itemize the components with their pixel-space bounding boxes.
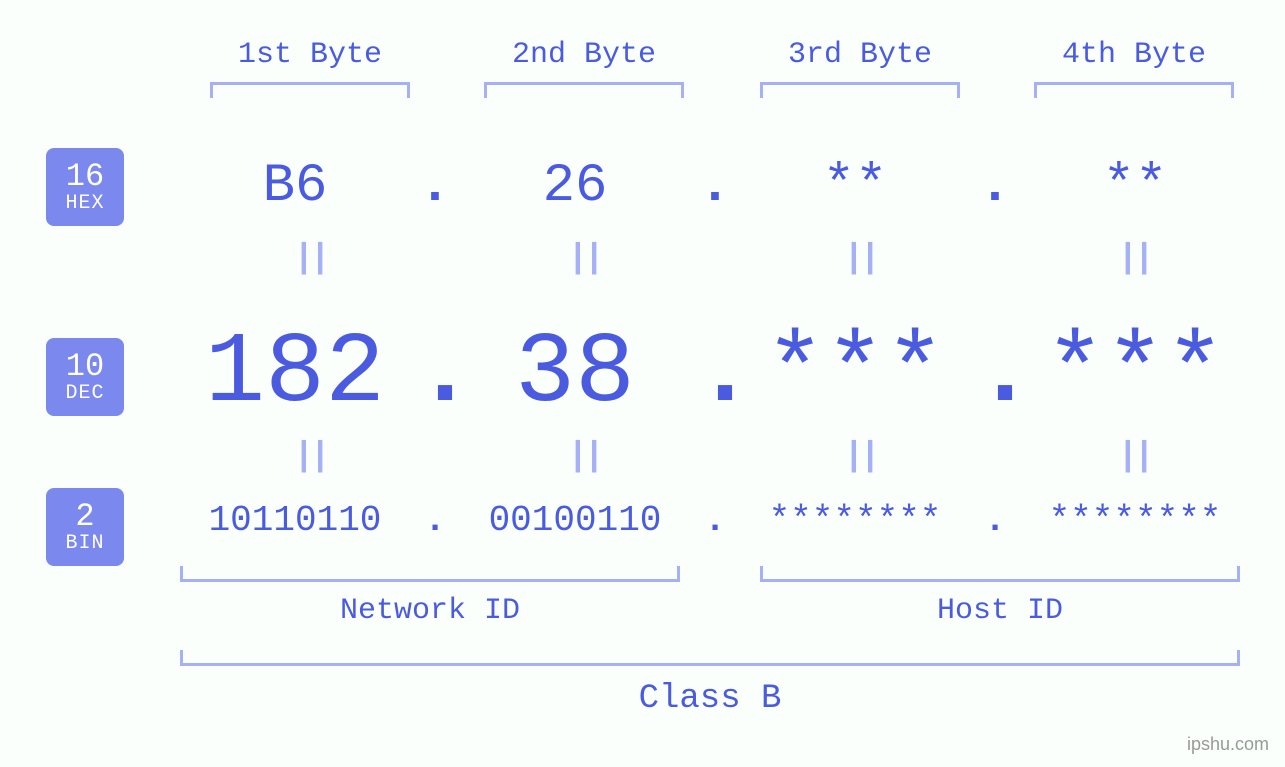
base-label-dec: DEC [46,383,124,404]
label-class: Class B [180,680,1240,718]
label-network-id: Network ID [180,594,680,628]
base-badge-dec: 10 DEC [46,338,124,416]
equals-icon: || [760,438,960,476]
row-dec: 182 . 38 . *** . *** [170,318,1260,431]
dot-icon: . [695,156,735,217]
base-badge-bin: 2 BIN [46,488,124,566]
equals-icon: || [484,438,684,476]
hex-byte-2: 26 [455,156,695,217]
dot-icon: . [975,156,1015,217]
row-bin: 10110110 . 00100110 . ******** . *******… [170,500,1260,541]
bracket-class [180,650,1240,666]
byte-header-3: 3rd Byte [760,38,960,72]
watermark: ipshu.com [1187,734,1269,755]
base-num-dec: 10 [46,350,124,384]
equals-icon: || [210,438,410,476]
base-label-hex: HEX [46,193,124,214]
dec-byte-3: *** [735,318,975,431]
bin-byte-3: ******** [735,500,975,541]
bracket-network-id [180,566,680,582]
dot-icon: . [695,318,735,431]
base-label-bin: BIN [46,533,124,554]
dot-icon: . [975,318,1015,431]
equals-icon: || [210,240,410,278]
equals-icon: || [484,240,684,278]
bracket-top-3 [760,82,960,98]
equals-icon: || [1034,438,1234,476]
bracket-top-2 [484,82,684,98]
bin-byte-4: ******** [1015,500,1255,541]
bin-byte-1: 10110110 [175,500,415,541]
equals-icon: || [1034,240,1234,278]
byte-header-2: 2nd Byte [484,38,684,72]
bin-byte-2: 00100110 [455,500,695,541]
label-host-id: Host ID [760,594,1240,628]
dot-icon: . [415,156,455,217]
diagram-container: 1st Byte 2nd Byte 3rd Byte 4th Byte 16 H… [0,0,1285,767]
dot-icon: . [415,318,455,431]
bracket-host-id [760,566,1240,582]
row-hex: B6 . 26 . ** . ** [170,156,1260,217]
equals-icon: || [760,240,960,278]
byte-header-4: 4th Byte [1034,38,1234,72]
dec-byte-4: *** [1015,318,1255,431]
base-num-hex: 16 [46,160,124,194]
bracket-top-4 [1034,82,1234,98]
dec-byte-1: 182 [175,318,415,431]
hex-byte-3: ** [735,156,975,217]
dot-icon: . [695,500,735,541]
hex-byte-4: ** [1015,156,1255,217]
base-num-bin: 2 [46,500,124,534]
dec-byte-2: 38 [455,318,695,431]
dot-icon: . [975,500,1015,541]
hex-byte-1: B6 [175,156,415,217]
byte-header-1: 1st Byte [210,38,410,72]
bracket-top-1 [210,82,410,98]
dot-icon: . [415,500,455,541]
base-badge-hex: 16 HEX [46,148,124,226]
